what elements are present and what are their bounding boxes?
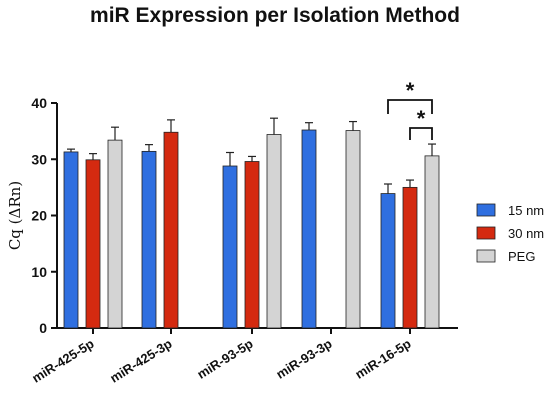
significance-star: * [406, 78, 415, 103]
bar [266, 134, 282, 329]
y-tick-label: 0 [39, 320, 47, 336]
significance-bracket [387, 99, 433, 114]
significance-star: * [417, 106, 426, 131]
y-tick-label: 20 [31, 208, 47, 224]
legend-label: PEG [508, 249, 535, 264]
legend-label: 15 nm [508, 203, 544, 218]
error-bars [67, 117, 436, 194]
bars [63, 129, 440, 329]
significance-bracket [409, 127, 433, 140]
bar [107, 139, 123, 329]
bar [244, 161, 260, 329]
y-tick-label: 10 [31, 264, 47, 280]
bar [141, 150, 157, 329]
bar [163, 131, 179, 329]
x-tick-label: miR-93-5p [194, 336, 255, 382]
x-tick-label: miR-425-5p [29, 336, 96, 386]
y-axis-title: Cq (ΔRn) [6, 181, 24, 250]
bar [402, 186, 418, 329]
legend-label: 30 nm [508, 226, 544, 241]
y-tick-label: 30 [31, 151, 47, 167]
x-tick-label: miR-425-3p [107, 336, 174, 386]
legend-swatch [476, 226, 496, 240]
bar [301, 129, 317, 329]
bar [85, 159, 101, 329]
y-tick-label: 40 [31, 95, 47, 111]
bar [424, 155, 440, 329]
bar [63, 151, 79, 329]
legend: 15 nm 30 nm PEG [476, 203, 544, 264]
x-tick-label: miR-93-3p [273, 336, 334, 382]
chart-title: miR Expression per Isolation Method [90, 4, 460, 27]
legend-swatch [476, 249, 496, 263]
legend-swatch [476, 203, 496, 217]
x-tick-label: miR-16-5p [352, 336, 413, 382]
significance-markers: ** [387, 78, 433, 140]
bar [380, 193, 396, 329]
bar [345, 130, 361, 329]
bar [222, 165, 238, 329]
